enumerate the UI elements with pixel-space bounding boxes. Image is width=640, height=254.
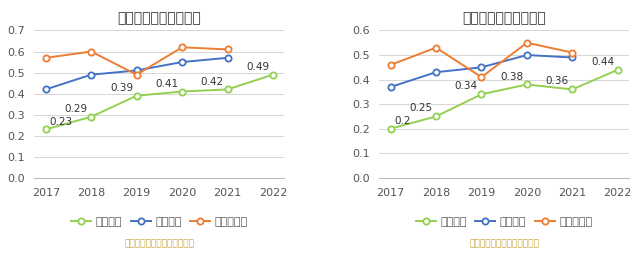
速动比率 [614,68,621,71]
流动比率 [178,90,186,93]
Text: 0.29: 0.29 [65,104,88,114]
行业均值 [432,71,440,74]
行业均值 [42,88,50,91]
Title: 历年流动比率变化情况: 历年流动比率变化情况 [118,11,201,25]
流动比率 [223,88,231,91]
流动比率 [88,115,95,118]
Line: 行业均值: 行业均值 [387,52,575,90]
速动比率 [387,127,394,130]
Text: 0.23: 0.23 [49,117,72,127]
行业中位数 [568,51,576,54]
速动比率 [432,115,440,118]
行业中位数 [178,46,186,49]
行业中位数 [477,76,485,79]
Text: 0.38: 0.38 [500,72,524,82]
速动比率 [523,83,531,86]
速动比率 [477,93,485,96]
行业均值 [88,73,95,76]
Text: 0.41: 0.41 [156,79,179,89]
行业中位数 [432,46,440,49]
流动比率 [269,73,276,76]
行业中位数 [523,41,531,44]
Line: 流动比率: 流动比率 [43,72,276,133]
Legend: 速动比率, 行业均值, 行业中位数: 速动比率, 行业均值, 行业中位数 [411,213,597,232]
Line: 行业中位数: 行业中位数 [43,44,230,78]
行业均值 [523,54,531,57]
Text: 0.49: 0.49 [246,62,269,72]
Line: 行业均值: 行业均值 [43,55,230,92]
Text: 制图数据来自恒生聚源数据库: 制图数据来自恒生聚源数据库 [469,240,539,249]
行业均值 [132,69,140,72]
流动比率 [42,128,50,131]
行业中位数 [132,73,140,76]
行业中位数 [88,50,95,53]
Text: 0.34: 0.34 [454,81,478,91]
行业均值 [387,85,394,88]
行业均值 [178,60,186,64]
Text: 0.39: 0.39 [110,83,133,93]
行业中位数 [223,48,231,51]
Text: 0.25: 0.25 [409,103,433,114]
Line: 行业中位数: 行业中位数 [387,40,575,80]
Legend: 流动比率, 行业均值, 行业中位数: 流动比率, 行业均值, 行业中位数 [67,213,252,232]
Text: 0.42: 0.42 [201,77,224,87]
行业中位数 [42,56,50,59]
流动比率 [132,94,140,97]
行业均值 [477,66,485,69]
行业均值 [568,56,576,59]
速动比率 [568,88,576,91]
Text: 0.2: 0.2 [394,116,411,126]
Line: 速动比率: 速动比率 [387,67,621,132]
Title: 历年速动比率变化情况: 历年速动比率变化情况 [462,11,546,25]
Text: 0.44: 0.44 [591,57,614,67]
行业均值 [223,56,231,59]
Text: 制图数据来自恒生聚源数据库: 制图数据来自恒生聚源数据库 [124,240,195,249]
Text: 0.36: 0.36 [545,76,569,86]
行业中位数 [387,63,394,66]
